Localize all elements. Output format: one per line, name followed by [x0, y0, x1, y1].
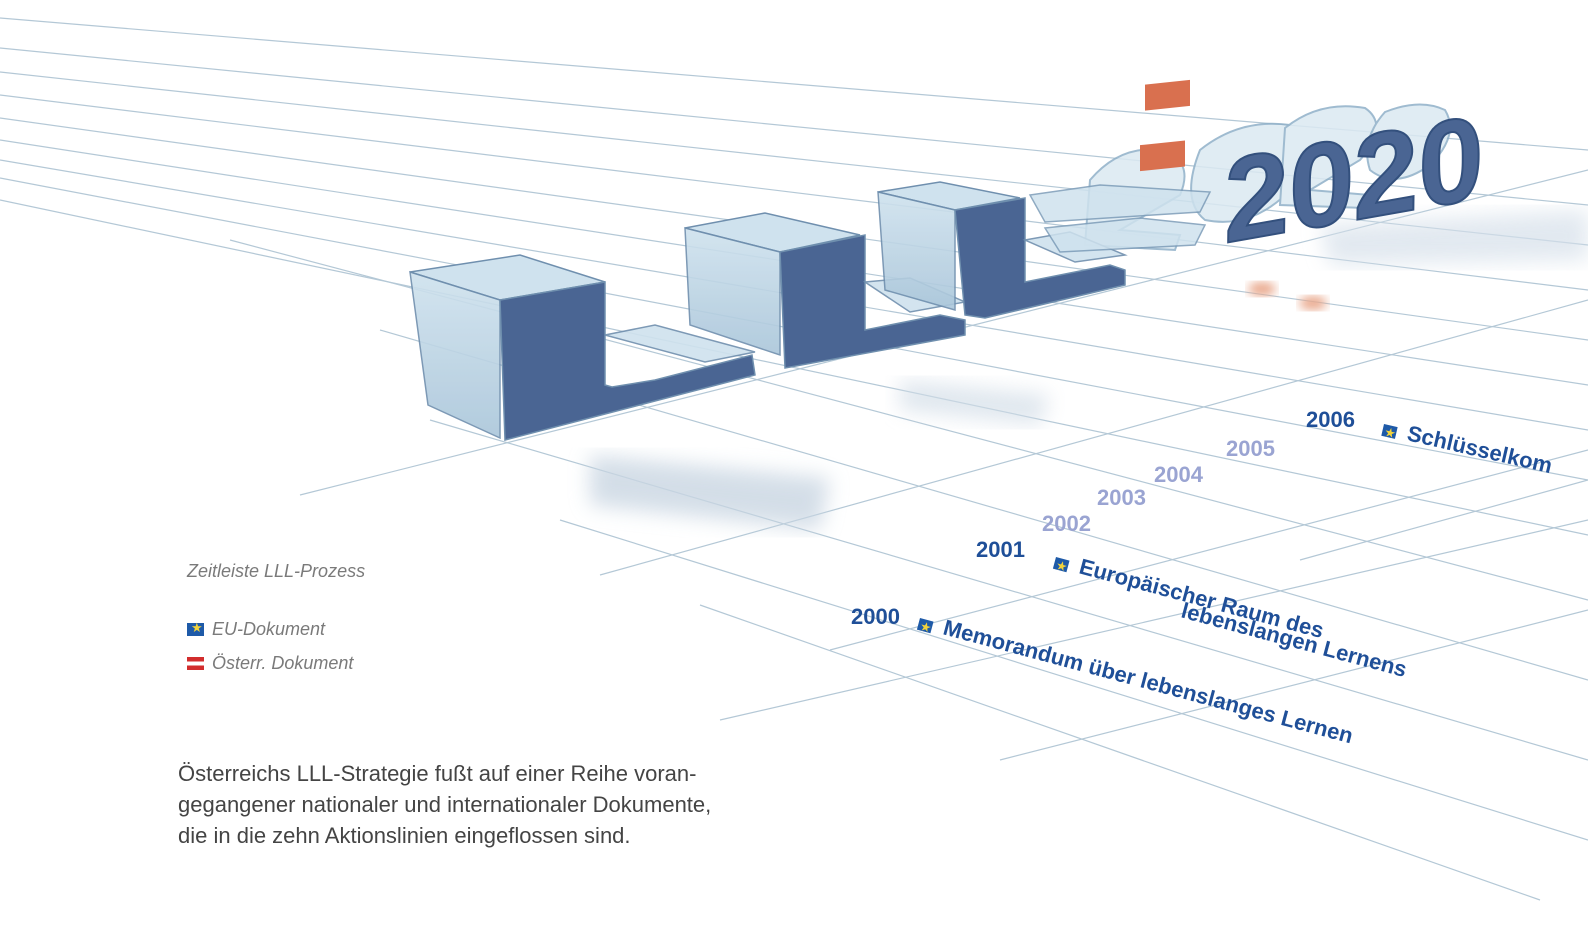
- legend: EU-Dokument Österr. Dokument: [187, 612, 353, 680]
- legend-at-label: Österr. Dokument: [212, 652, 354, 673]
- year-label-2000: 2000: [851, 604, 900, 629]
- document-title-2006-0: Schlüsselkom: [1405, 421, 1555, 479]
- eu-flag-icon: ★: [916, 618, 934, 635]
- eu-flag-icon: ★: [1381, 424, 1398, 441]
- letter-l-1: [409, 254, 756, 441]
- legend-eu: EU-Dokument: [187, 612, 353, 646]
- year-label-2004: 2004: [1154, 462, 1204, 487]
- svg-text:★: ★: [919, 621, 932, 635]
- intro-line-1: Österreichs LLL-Strategie fußt auf einer…: [178, 761, 697, 786]
- legend-eu-label: EU-Dokument: [212, 618, 326, 639]
- intro-paragraph: Österreichs LLL-Strategie fußt auf einer…: [178, 758, 818, 851]
- letter-l-3: [877, 181, 1128, 319]
- year-label-2002: 2002: [1042, 511, 1091, 536]
- svg-text:★: ★: [1055, 560, 1068, 574]
- eu-flag-icon: ★: [1052, 557, 1070, 574]
- intro-line-3: die in die zehn Aktionslinien eingefloss…: [178, 823, 631, 848]
- year-label-2001: 2001: [976, 537, 1025, 562]
- year-label-2006: 2006: [1306, 407, 1355, 432]
- timeline-years: 2000 ★ Memorandum über lebenslanges Lernen…: [851, 407, 1555, 748]
- austria-flag-icon: [187, 656, 204, 670]
- svg-text:★: ★: [1384, 427, 1396, 441]
- timeline-caption: Zeitleiste LLL-Prozess: [187, 561, 366, 581]
- year-label-2003: 2003: [1097, 485, 1146, 510]
- legend-at: Österr. Dokument: [187, 646, 353, 680]
- intro-line-2: gegangener nationaler und internationale…: [178, 792, 712, 817]
- year-label-2005: 2005: [1226, 436, 1275, 461]
- eu-flag-icon: [187, 619, 204, 636]
- glass-bars: [1028, 79, 1212, 253]
- floor-reflections: [590, 210, 1588, 530]
